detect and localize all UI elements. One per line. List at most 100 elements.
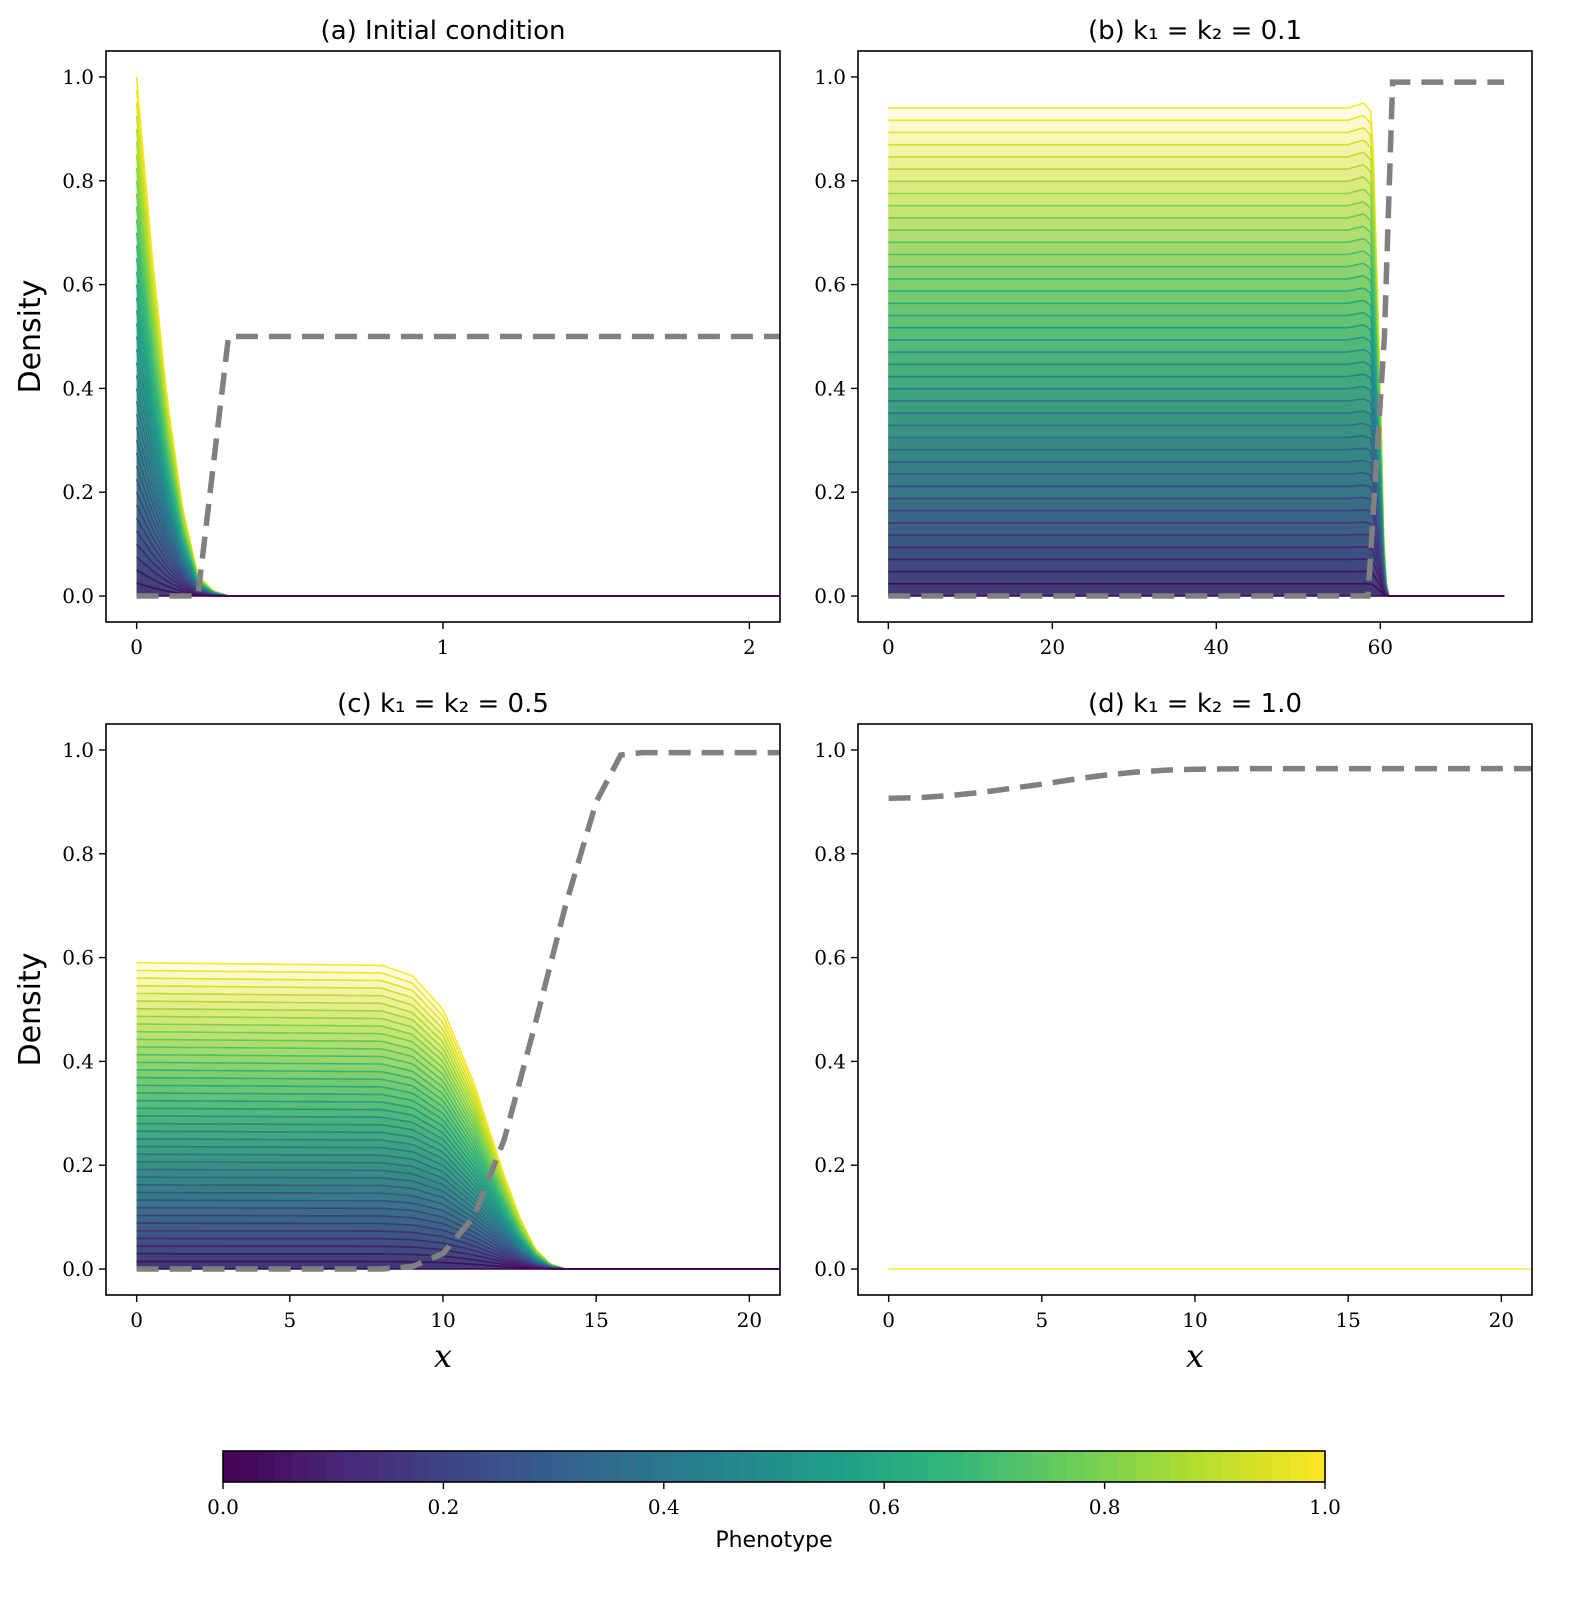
colorbar-segment-31 — [756, 1451, 775, 1482]
plot-area-c — [136, 749, 780, 1272]
density-fill-b-31 — [888, 214, 1505, 597]
density-curve-a-10 — [135, 466, 780, 597]
ytick-label-a-3: 0.6 — [62, 273, 94, 297]
colorbar-segment-54 — [1152, 1451, 1171, 1482]
y-axis-label-c: Density — [13, 952, 48, 1066]
density-fill-b-9 — [888, 485, 1505, 597]
xtick-label-b-3: 60 — [1368, 635, 1393, 659]
density-fill-b-11 — [888, 460, 1505, 597]
xtick-label-d-3: 15 — [1335, 1308, 1360, 1332]
xtick-label-a-2: 2 — [743, 635, 756, 659]
density-curve-a-15 — [135, 401, 780, 597]
colorbar-segment-44 — [980, 1451, 999, 1482]
density-fill-a-27 — [136, 245, 780, 597]
density-fill-a-24 — [136, 284, 780, 597]
density-fill-c-18 — [136, 1131, 780, 1270]
density-fill-b-1 — [888, 583, 1505, 597]
density-fill-a-26 — [136, 258, 780, 597]
density-curve-a-4 — [135, 543, 780, 597]
density-fill-b-40 — [888, 103, 1505, 597]
density-fill-b-32 — [888, 201, 1505, 597]
threshold-line-d — [888, 765, 1532, 801]
ytick-label-b-0: 0.0 — [814, 584, 846, 608]
density-fill-b-17 — [888, 386, 1505, 597]
density-fill-a-35 — [136, 141, 780, 597]
density-fill-a-20 — [136, 336, 780, 597]
colorbar-segment-1 — [240, 1451, 259, 1482]
colorbar-segment-30 — [739, 1451, 758, 1482]
plot-area-d — [888, 765, 1532, 1270]
density-curve-a-20 — [135, 336, 780, 597]
colorbar-segment-49 — [1066, 1451, 1085, 1482]
density-fill-a-3 — [136, 557, 780, 597]
density-fill-b-7 — [888, 509, 1505, 597]
density-fill-c-2 — [136, 1253, 780, 1270]
colorbar-segment-38 — [877, 1451, 896, 1482]
density-fill-b-38 — [888, 127, 1505, 597]
density-fill-a-31 — [136, 193, 780, 597]
colorbar-segment-3 — [274, 1451, 293, 1482]
density-fill-a-32 — [136, 180, 780, 597]
density-curve-a-14 — [135, 414, 780, 597]
ytick-label-a-5: 1.0 — [62, 65, 94, 89]
colorbar-segment-8 — [360, 1451, 379, 1482]
colorbar-segment-4 — [291, 1451, 310, 1482]
density-fill-c-5 — [136, 1230, 780, 1270]
xtick-label-d-2: 10 — [1182, 1308, 1207, 1332]
ytick-label-b-4: 0.8 — [814, 169, 846, 193]
threshold-line-a — [136, 333, 780, 599]
colorbar-tick-label-0: 0.0 — [207, 1495, 239, 1519]
density-fill-c-11 — [136, 1184, 780, 1270]
axes-frame-b — [857, 50, 1533, 623]
density-curve-a-1 — [136, 582, 780, 597]
ytick-label-a-2: 0.4 — [62, 376, 94, 400]
ytick-label-c-5: 1.0 — [62, 738, 94, 762]
xtick-label-b-0: 0 — [882, 635, 895, 659]
colorbar-segment-22 — [601, 1451, 620, 1482]
density-curve-a-25 — [135, 271, 780, 597]
xtick-label-c-3: 15 — [583, 1308, 608, 1332]
density-curve-a-13 — [135, 427, 780, 597]
density-curve-a-7 — [135, 504, 780, 597]
density-curve-a-18 — [135, 362, 780, 597]
density-curve-a-23 — [135, 297, 780, 597]
axes-frame-d — [857, 723, 1533, 1296]
colorbar-segment-61 — [1273, 1451, 1292, 1482]
colorbar-segment-2 — [257, 1451, 276, 1482]
density-fill-c-1 — [136, 1261, 780, 1270]
density-fill-b-19 — [888, 361, 1505, 597]
density-fill-a-10 — [136, 466, 780, 597]
colorbar-segment-50 — [1083, 1451, 1102, 1482]
colorbar-segment-6 — [326, 1451, 345, 1482]
density-fill-a-17 — [136, 375, 780, 597]
colorbar-segment-23 — [619, 1451, 637, 1482]
density-fill-c-30 — [136, 1039, 780, 1270]
ytick-label-c-0: 0.0 — [62, 1257, 94, 1281]
density-fill-a-39 — [136, 89, 780, 597]
density-fill-c-21 — [136, 1108, 780, 1270]
colorbar-segment-28 — [705, 1451, 723, 1482]
colorbar-segment-25 — [653, 1451, 672, 1482]
density-curve-a-5 — [135, 530, 780, 597]
ytick-label-b-5: 1.0 — [814, 65, 846, 89]
density-curve-a-29 — [135, 219, 780, 597]
xtick-label-b-1: 20 — [1040, 635, 1065, 659]
xtick-label-a-1: 1 — [437, 635, 450, 659]
xtick-label-d-0: 0 — [882, 1308, 895, 1332]
density-curve-a-8 — [135, 491, 780, 597]
density-fill-c-15 — [136, 1154, 780, 1270]
colorbar-segment-47 — [1032, 1451, 1051, 1482]
density-curve-a-35 — [135, 141, 780, 597]
density-fill-a-9 — [136, 479, 780, 597]
density-curve-a-2 — [136, 569, 780, 597]
density-fill-a-18 — [136, 362, 780, 597]
density-fill-c-7 — [136, 1215, 780, 1270]
density-fill-b-5 — [888, 534, 1505, 597]
density-fill-a-19 — [136, 349, 780, 597]
density-curve-a-37 — [135, 115, 780, 597]
density-fill-a-12 — [136, 440, 780, 597]
density-fill-a-22 — [136, 310, 780, 597]
ytick-label-c-3: 0.6 — [62, 946, 94, 970]
density-curve-a-28 — [135, 232, 780, 597]
